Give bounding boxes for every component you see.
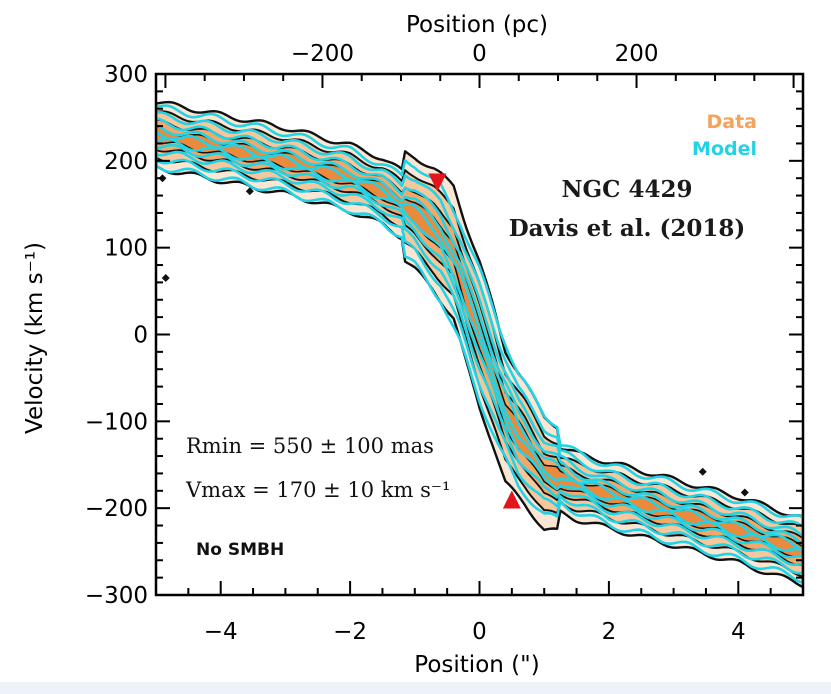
- galaxy-name: NGC 4429: [562, 176, 693, 203]
- rmin-marker-lower: [502, 490, 521, 509]
- model-contour-level-5: [156, 130, 803, 552]
- y-tick-label: −200: [85, 496, 148, 522]
- contour-group: [156, 100, 803, 589]
- x2-tick-label: 0: [472, 41, 487, 67]
- x2-tick-label: −200: [291, 41, 354, 67]
- legend-data: Data: [707, 111, 758, 133]
- model-contour-level-4: [156, 123, 803, 559]
- x-tick-label: 2: [602, 619, 617, 645]
- data-outlier-point: [698, 467, 707, 476]
- y-axis-title: Velocity (km s⁻¹): [22, 242, 48, 434]
- x-tick-label: −2: [333, 619, 367, 645]
- y-tick-label: −300: [85, 583, 148, 609]
- y-tick-label: −100: [85, 409, 148, 435]
- x2-tick-label: 200: [615, 41, 659, 67]
- bottom-strip: [0, 682, 831, 694]
- vmax-annotation: Vmax = 170 ± 10 km s⁻¹: [185, 478, 450, 502]
- model-contour-level-1: [156, 104, 803, 584]
- contour-layer: [156, 100, 803, 589]
- x-tick-label: 0: [472, 619, 487, 645]
- no-smbh-label: No SMBH: [196, 540, 284, 560]
- data-outlier-point: [245, 187, 254, 196]
- top-axis-title: Position (pc): [406, 12, 548, 38]
- rmin-marker-upper: [428, 173, 447, 192]
- x-tick-label: −4: [204, 619, 238, 645]
- data-outlier-point: [740, 488, 749, 497]
- marker-layer: [428, 173, 521, 509]
- reference-label: Davis et al. (2018): [509, 215, 746, 242]
- y-tick-label: 300: [104, 62, 148, 88]
- model-contour-level-2: [156, 111, 803, 575]
- y-tick-label: 100: [104, 236, 148, 262]
- tick-label-layer: −4 −2 0 2 4 −200 0 200 300 200 100 0 −100 −200 −300: [85, 41, 746, 645]
- rmin-annotation: Rmin = 550 ± 100 mas: [186, 434, 434, 458]
- y-tick-label: 0: [133, 323, 148, 349]
- model-contour-level-3: [156, 117, 803, 566]
- data-outlier-point: [161, 274, 170, 283]
- x-axis-title: Position ("): [414, 652, 539, 678]
- axes-layer: [154, 72, 805, 597]
- y-tick-label: 200: [104, 149, 148, 175]
- x-tick-label: 4: [731, 619, 746, 645]
- legend-model: Model: [692, 138, 757, 160]
